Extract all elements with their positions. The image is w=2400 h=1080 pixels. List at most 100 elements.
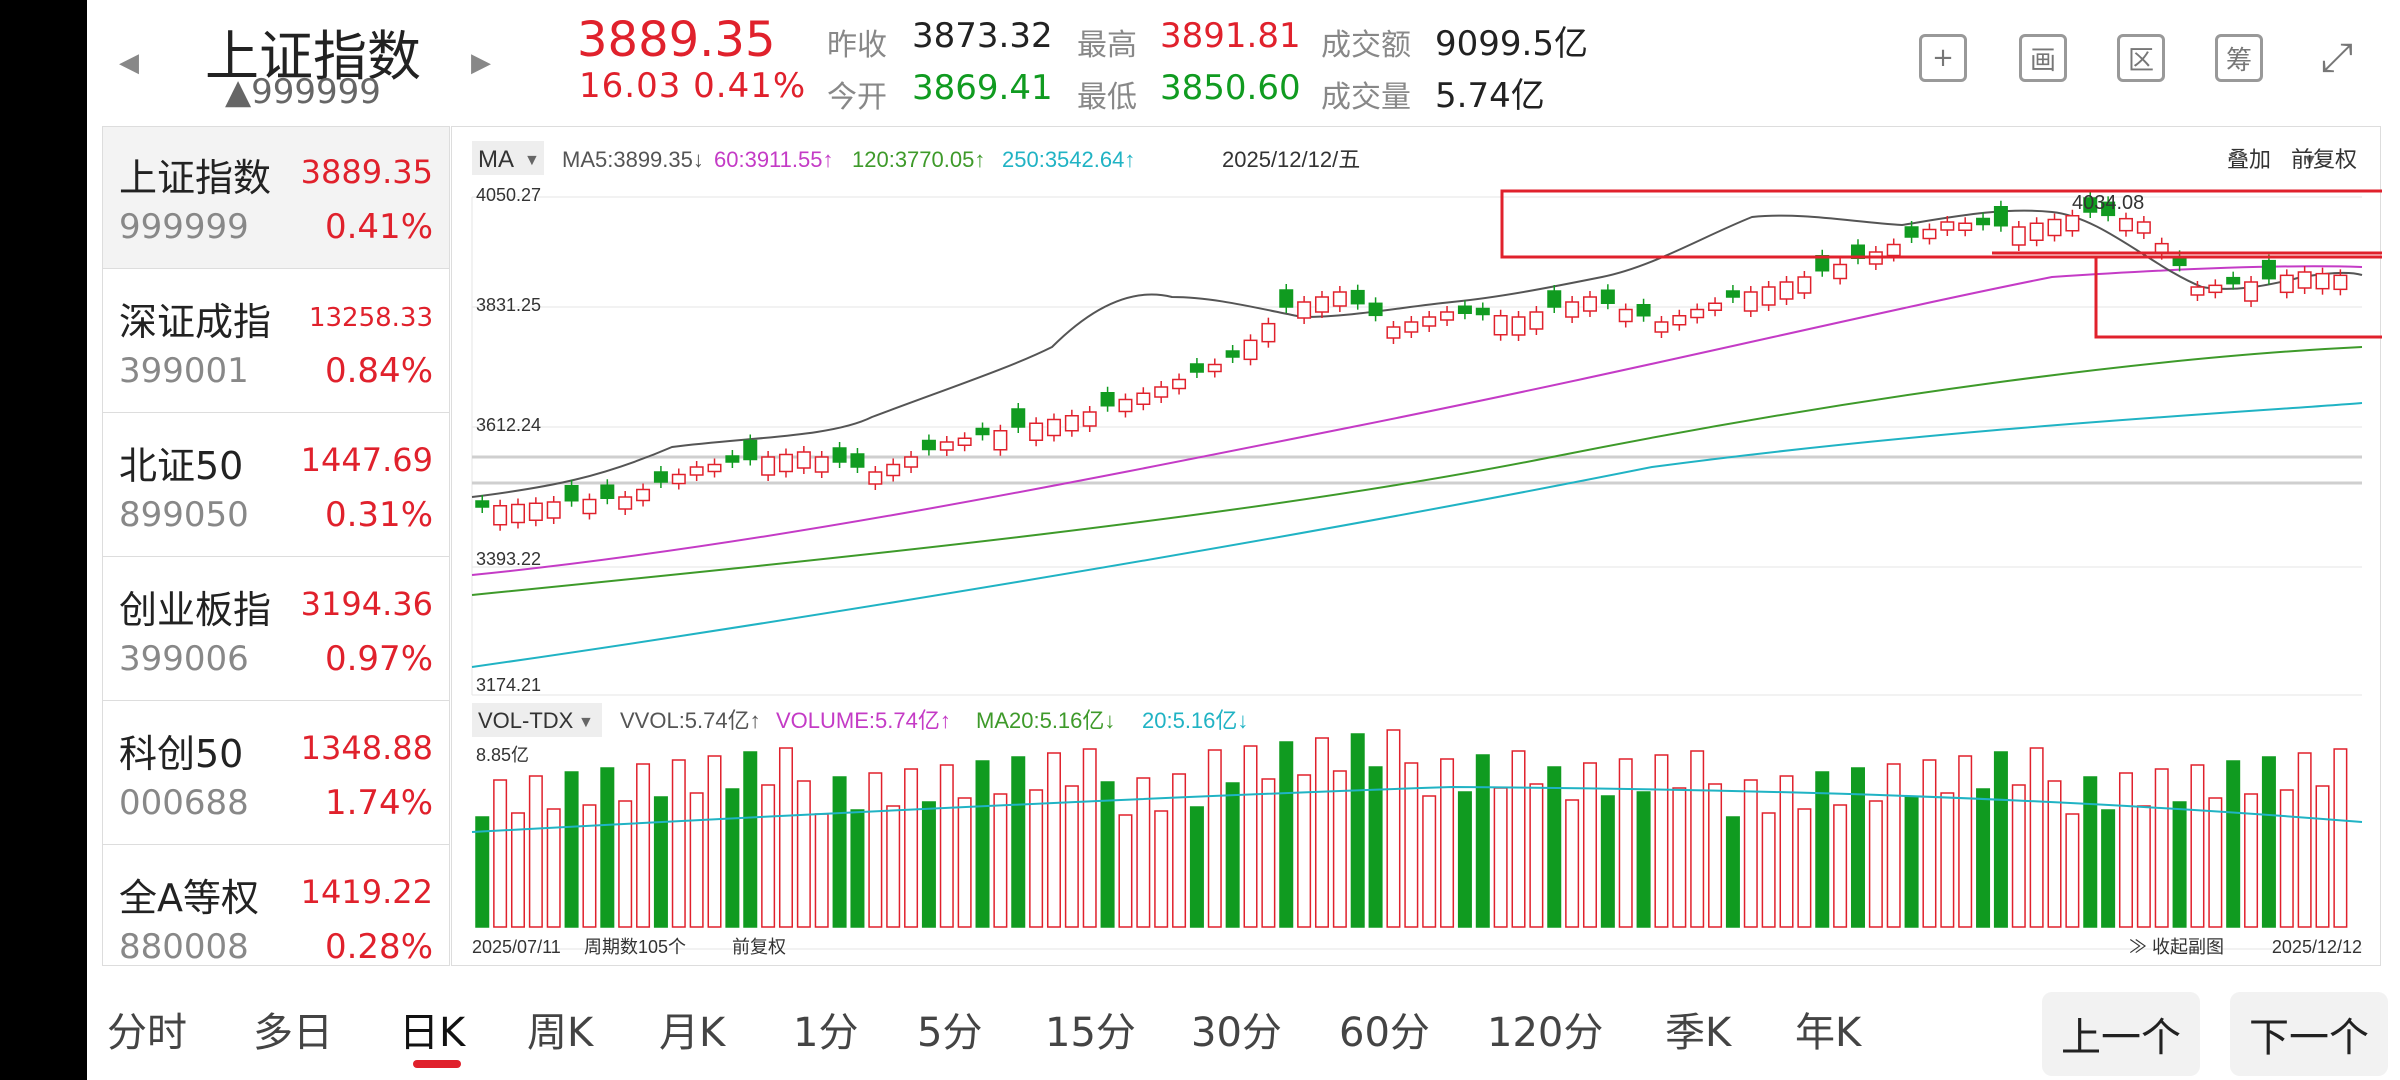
overlay-button[interactable]: 叠加 — [2227, 147, 2271, 172]
volume-bar — [725, 788, 740, 928]
candle-body — [886, 463, 901, 477]
quote-header: ◀ ▶ 上证指数 ▲999999 3889.35 16.03 0.41% 昨收 … — [87, 0, 2400, 124]
volume-bar — [1618, 758, 1633, 928]
volume-selector[interactable] — [472, 703, 602, 737]
y-tick-label: 4050.27 — [476, 185, 541, 205]
candle-body — [1636, 304, 1651, 317]
next-index-arrow-icon[interactable]: ▶ — [471, 48, 491, 78]
index-list-item[interactable]: 深证成指 13258.33 399001 0.84% — [103, 271, 449, 413]
volume-bar — [1815, 771, 1830, 928]
vol-indicator-label: VOL-TDX — [478, 708, 574, 733]
ma5-legend: MA5:3899.35↓ — [562, 147, 704, 172]
tab-1min[interactable]: 1分 — [793, 1010, 859, 1056]
index-list-price: 3194.36 — [300, 585, 433, 623]
candle-body — [1779, 281, 1794, 300]
volume-bar — [850, 809, 865, 928]
tab-quarterly-k[interactable]: 季K — [1665, 1010, 1732, 1056]
candle-body — [743, 439, 758, 461]
volume-bar — [957, 797, 972, 928]
candle-body — [2029, 222, 2044, 241]
next-button[interactable]: 下一个 — [2230, 992, 2388, 1076]
candle-body — [1708, 302, 1723, 311]
end-date-label: 2025/12/12 — [2272, 937, 2362, 957]
tab-monthly-k[interactable]: 月K — [659, 1010, 726, 1056]
range-icon[interactable]: 区 — [2117, 34, 2165, 82]
volume-bar — [2190, 764, 2205, 928]
candle-body — [2315, 272, 2330, 290]
candle-body — [1011, 408, 1026, 428]
plus-square-icon[interactable]: + — [1919, 34, 1967, 82]
volume-bar — [1725, 816, 1740, 928]
collapse-subchart-button[interactable]: ≫ 收起副图 — [2129, 937, 2224, 957]
tab-60min[interactable]: 60分 — [1339, 1010, 1430, 1056]
index-list-item[interactable]: 全A等权 1419.22 880008 0.28% — [103, 847, 449, 989]
tab-weekly-k[interactable]: 周K — [527, 1010, 594, 1056]
index-list-pct: 0.28% — [324, 927, 433, 967]
volume-bar — [2333, 748, 2348, 928]
volume-bar — [2208, 797, 2223, 928]
volume-bar — [1493, 787, 1508, 928]
volume-bar — [1886, 763, 1901, 928]
candle-body — [1064, 415, 1079, 432]
tab-yearly-k[interactable]: 年K — [1795, 1010, 1862, 1056]
volume-bar — [1404, 762, 1419, 928]
index-list-pct: 0.84% — [324, 351, 433, 391]
volume-bar — [796, 780, 811, 928]
volume-bar — [1011, 756, 1026, 928]
candle-body — [1618, 308, 1633, 323]
volume-bar — [1118, 814, 1133, 928]
index-list-name: 北证50 — [119, 444, 244, 488]
restore-label: 前复权 — [732, 937, 786, 957]
volume-bar — [2011, 784, 2026, 928]
candle-body — [528, 502, 543, 521]
tab-120min[interactable]: 120分 — [1487, 1010, 1604, 1056]
draw-icon[interactable]: 画 — [2019, 34, 2067, 82]
index-list-item[interactable]: 上证指数 3889.35 999999 0.41% — [103, 127, 449, 269]
volume-bar — [1243, 745, 1258, 928]
candle-body — [2208, 284, 2223, 294]
tab-fenshi[interactable]: 分时 — [107, 1010, 187, 1056]
index-list-item[interactable]: 科创50 1348.88 000688 1.74% — [103, 703, 449, 845]
volume-bar — [600, 767, 615, 928]
index-list-item[interactable]: 北证50 1447.69 899050 0.31% — [103, 415, 449, 557]
candle-body — [1172, 378, 1187, 390]
index-list-pct: 1.74% — [324, 783, 433, 823]
index-list-code: 899050 — [119, 495, 249, 535]
tab-multiday[interactable]: 多日 — [253, 1010, 333, 1056]
ma60-line — [471, 265, 2363, 576]
candle-body — [1297, 301, 1312, 319]
tab-15min[interactable]: 15分 — [1045, 1010, 1136, 1056]
quote-value: 9099.5亿 — [1435, 24, 1588, 64]
index-list-code: 999999 — [119, 207, 249, 247]
index-list-pct: 0.31% — [324, 495, 433, 535]
chevron-down-icon: ▼ — [524, 152, 540, 169]
index-list-item[interactable]: 创业板指 3194.36 399006 0.97% — [103, 559, 449, 701]
ma-selector[interactable] — [472, 141, 544, 175]
index-list-price: 3889.35 — [300, 153, 433, 191]
prev-button[interactable]: 上一个 — [2042, 992, 2200, 1076]
candle-body — [1279, 289, 1294, 308]
chevron-down-icon: ▼ — [2302, 152, 2318, 169]
adjust-button[interactable]: 前复权 — [2291, 147, 2357, 172]
chevron-down-icon: ▼ — [578, 714, 594, 731]
candle-body — [546, 501, 561, 519]
candle-body — [1314, 296, 1329, 313]
start-date-label: 2025/07/11 — [472, 937, 561, 957]
prev-index-arrow-icon[interactable]: ◀ — [119, 48, 139, 78]
tab-5min[interactable]: 5分 — [917, 1010, 983, 1056]
ma120-legend: 120:3770.05↑ — [852, 147, 985, 172]
tab-30min[interactable]: 30分 — [1191, 1010, 1282, 1056]
chips-icon[interactable]: 筹 — [2215, 34, 2263, 82]
volume-bar — [1547, 766, 1562, 928]
candle-body — [725, 455, 740, 463]
index-list-name: 科创50 — [119, 732, 244, 776]
rotate-screen-icon[interactable]: ⤢ — [2321, 35, 2353, 81]
volume-bar — [2244, 793, 2259, 928]
candle-body — [1940, 221, 1955, 231]
tab-daily-k[interactable]: 日K — [399, 1010, 466, 1056]
kline-chart-panel[interactable]: MA ▼ MA5:3899.35↓ 60:3911.55↑ 120:3770.0… — [451, 126, 2400, 966]
volume-bar — [2047, 780, 2062, 928]
volume-bar — [1172, 773, 1187, 928]
volume-bar — [510, 812, 525, 928]
volume-bar — [975, 760, 990, 928]
